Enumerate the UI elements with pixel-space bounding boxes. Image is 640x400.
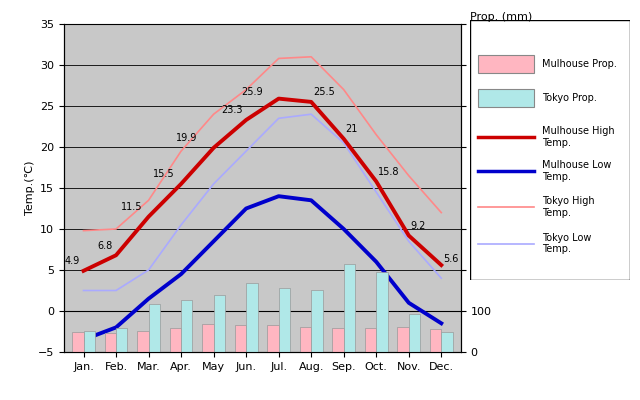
Bar [268, 325, 278, 352]
Text: 23.3: 23.3 [221, 105, 243, 115]
Text: 6.8: 6.8 [97, 241, 113, 251]
Text: 4.9: 4.9 [65, 256, 80, 266]
Bar [300, 326, 311, 352]
Bar [442, 332, 452, 352]
Bar [202, 324, 214, 352]
Text: 9.2: 9.2 [410, 221, 426, 231]
Bar [235, 325, 246, 352]
Bar [148, 304, 160, 352]
Text: Tokyo Prop.: Tokyo Prop. [543, 93, 597, 103]
Bar [365, 328, 376, 352]
Bar [246, 283, 257, 352]
Text: Prop. (mm): Prop. (mm) [470, 12, 532, 22]
Text: 15.8: 15.8 [378, 167, 399, 177]
Bar [376, 272, 388, 352]
Text: 25.9: 25.9 [241, 87, 262, 97]
Text: 11.5: 11.5 [120, 202, 142, 212]
Bar [479, 55, 534, 73]
Bar [332, 328, 344, 352]
Text: Tokyo Low
Temp.: Tokyo Low Temp. [543, 233, 592, 254]
Bar [430, 330, 442, 352]
Bar [181, 300, 193, 352]
Y-axis label: Temp.(℃): Temp.(℃) [25, 161, 35, 215]
Bar [278, 288, 290, 352]
Bar [105, 333, 116, 352]
Bar [214, 296, 225, 352]
Bar [72, 332, 83, 352]
Text: 15.5: 15.5 [153, 169, 175, 179]
Bar [409, 314, 420, 352]
Bar [344, 264, 355, 352]
Text: 5.6: 5.6 [443, 254, 458, 264]
Text: 19.9: 19.9 [176, 133, 197, 143]
Text: Mulhouse Prop.: Mulhouse Prop. [543, 59, 617, 69]
Bar [479, 89, 534, 107]
Bar [397, 327, 409, 352]
Text: 21: 21 [346, 124, 358, 134]
Text: Mulhouse High
Temp.: Mulhouse High Temp. [543, 126, 615, 148]
Text: Tokyo High
Temp.: Tokyo High Temp. [543, 196, 595, 218]
Bar [83, 331, 95, 352]
Bar [137, 331, 148, 352]
Bar [116, 328, 127, 352]
Text: 25.5: 25.5 [313, 87, 335, 97]
Text: Mulhouse Low
Temp.: Mulhouse Low Temp. [543, 160, 612, 182]
Bar [311, 290, 323, 352]
Bar [170, 328, 181, 352]
